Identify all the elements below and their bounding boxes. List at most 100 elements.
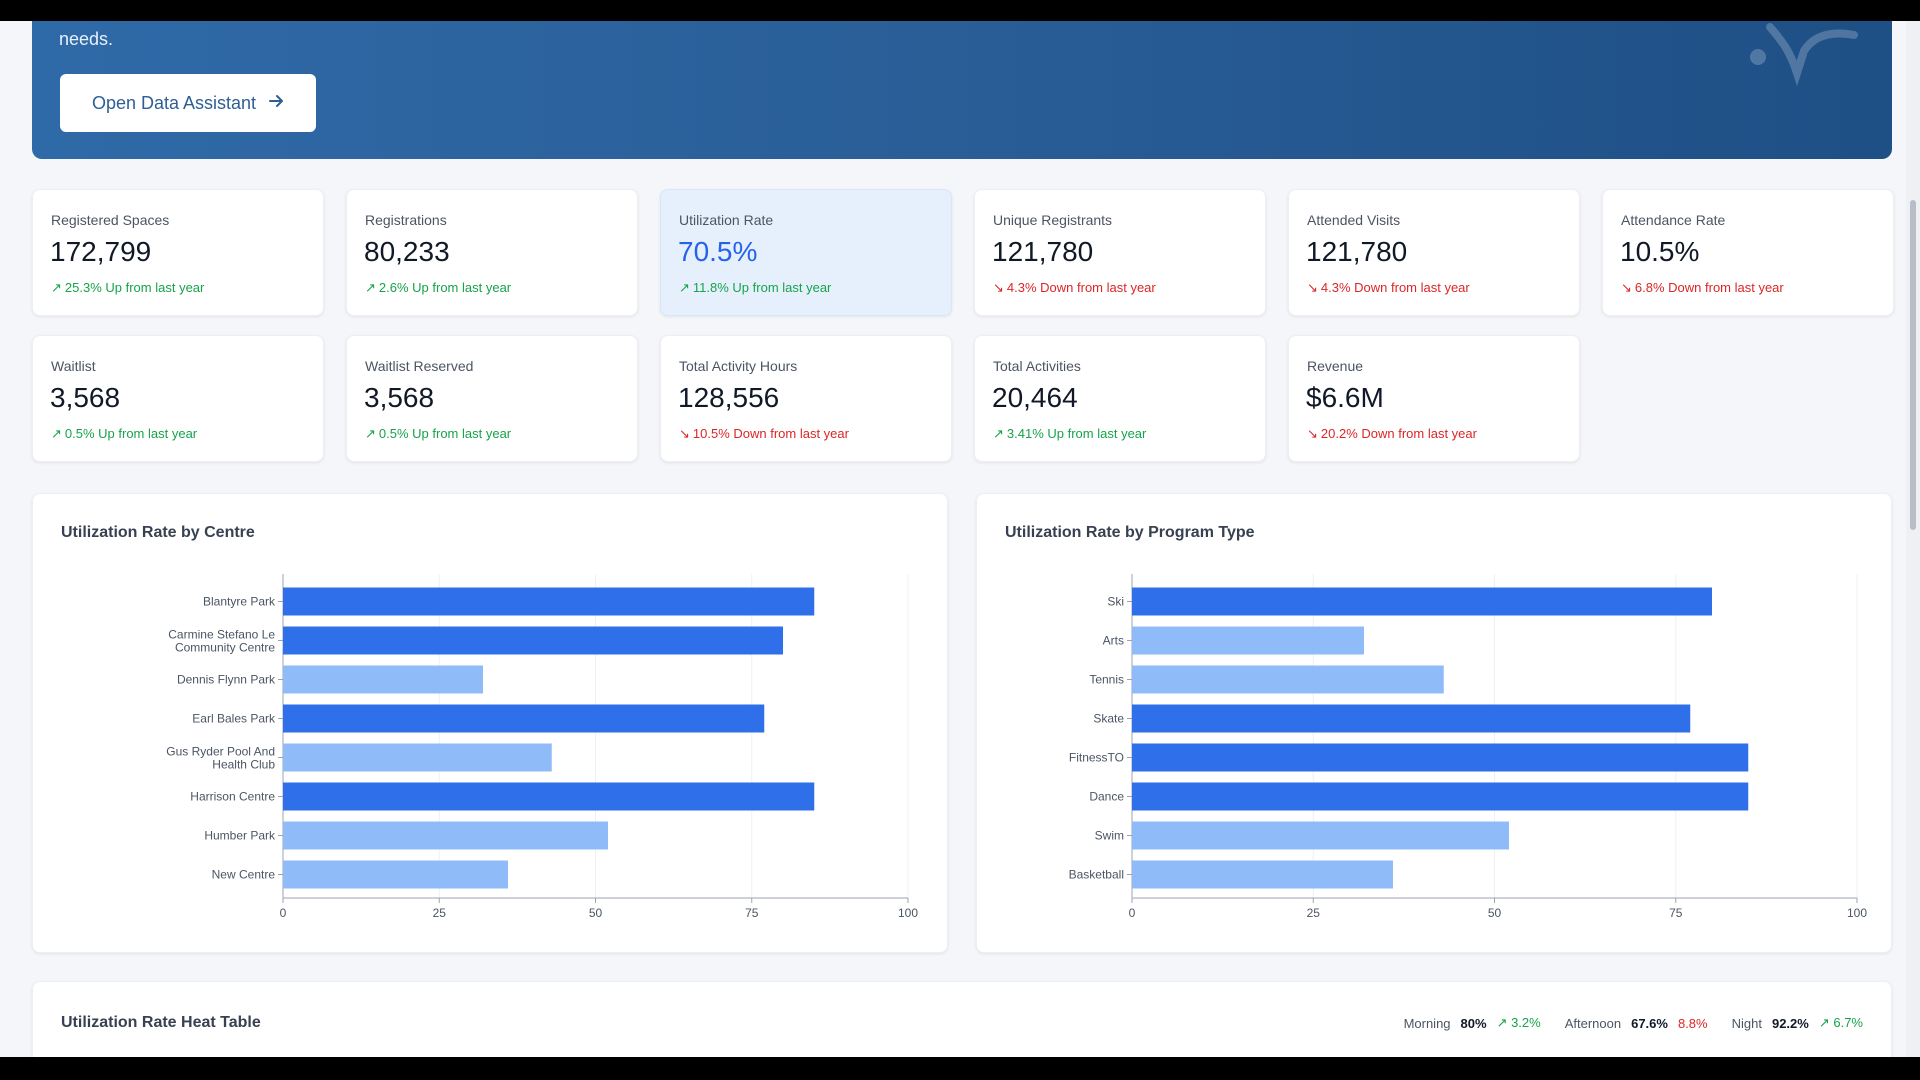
heat-table-card: Utilization Rate Heat Table Morning 80% … (32, 981, 1892, 1057)
kpi-card[interactable]: Attended Visits 121,780 ↘ 4.3% Down from la… (1288, 189, 1580, 316)
category-label: Earl Bales Park (192, 712, 276, 726)
kpi-change: ↗ 0.5% Up from last year (365, 426, 511, 442)
kpi-value: 20,464 (992, 382, 1078, 414)
night-label: Night (1732, 1016, 1762, 1031)
centre-chart-card: Utilization Rate by Centre Blantyre Park… (32, 493, 948, 953)
kpi-change-text: 11.8% Up from last year (693, 280, 831, 295)
kpi-label: Waitlist Reserved (365, 358, 473, 374)
bar (1132, 744, 1748, 772)
trend-down-icon: ↘ (1307, 426, 1318, 441)
night-change: ↗ 6.7% (1819, 1015, 1863, 1031)
category-label: Skate (1093, 712, 1124, 726)
bar (283, 783, 814, 811)
bar (1132, 822, 1509, 850)
hero-text: needs. (59, 29, 113, 50)
bar (1132, 705, 1690, 733)
bar (1132, 783, 1748, 811)
kpi-card[interactable]: Waitlist 3,568 ↗ 0.5% Up from last year (32, 335, 324, 462)
centre-chart-title: Utilization Rate by Centre (61, 524, 255, 542)
category-label: Ski (1107, 595, 1124, 609)
trend-up-icon: ↗ (365, 426, 376, 441)
brand-logo-icon (1742, 21, 1862, 91)
kpi-label: Utilization Rate (679, 212, 773, 228)
kpi-card[interactable]: Attendance Rate 10.5% ↘ 6.8% Down from last… (1602, 189, 1894, 316)
program-chart-card: Utilization Rate by Program Type Ski Arts… (976, 493, 1892, 953)
kpi-value: 70.5% (678, 236, 757, 268)
kpi-change: ↘ 10.5% Down from last year (679, 426, 849, 442)
category-label: New Centre (212, 868, 276, 882)
x-tick-label: 50 (1488, 906, 1502, 920)
centre-utilization-chart: Blantyre Park Carmine Stefano Le Community… (33, 494, 947, 952)
scrollbar-thumb[interactable] (1910, 200, 1916, 530)
category-label: Humber Park (204, 829, 276, 843)
kpi-card[interactable]: Total Activities 20,464 ↗ 3.41% Up from las… (974, 335, 1266, 462)
kpi-change-text: 4.3% Down from last year (1321, 280, 1470, 295)
x-tick-label: 50 (589, 906, 603, 920)
category-label: Blantyre Park (203, 595, 276, 609)
category-label: Dennis Flynn Park (177, 673, 276, 687)
heat-table-legend: Morning 80% ↗ 3.2% Afternoon 67.6% 8.8% … (1390, 1015, 1863, 1031)
morning-label: Morning (1404, 1016, 1451, 1031)
kpi-label: Registrations (365, 212, 447, 228)
kpi-value: 121,780 (992, 236, 1093, 268)
kpi-change-text: 4.3% Down from last year (1007, 280, 1156, 295)
kpi-label: Total Activities (993, 358, 1081, 374)
scrollbar-track[interactable] (1906, 21, 1920, 1057)
trend-up-icon: ↗ (993, 426, 1004, 441)
kpi-change: ↘ 20.2% Down from last year (1307, 426, 1477, 442)
arrow-right-icon (268, 93, 284, 114)
trend-down-icon: ↘ (993, 280, 1004, 295)
trend-up-icon: ↗ (679, 280, 690, 295)
morning-value: 80% (1461, 1016, 1487, 1031)
open-data-assistant-label: Open Data Assistant (92, 93, 256, 114)
open-data-assistant-button[interactable]: Open Data Assistant (60, 74, 316, 132)
trend-up-icon: ↗ (1819, 1015, 1834, 1030)
kpi-change-text: 25.3% Up from last year (65, 280, 204, 295)
morning-change: ↗ 3.2% (1497, 1015, 1541, 1031)
program-chart-title: Utilization Rate by Program Type (1005, 524, 1255, 542)
category-label: FitnessTO (1069, 751, 1124, 765)
kpi-change-text: 20.2% Down from last year (1321, 426, 1477, 441)
kpi-card[interactable]: Unique Registrants 121,780 ↘ 4.3% Down from… (974, 189, 1266, 316)
x-tick-label: 75 (1669, 906, 1683, 920)
bar (283, 666, 483, 694)
kpi-label: Attended Visits (1307, 212, 1400, 228)
bar (1132, 666, 1444, 694)
kpi-change-text: 2.6% Up from last year (379, 280, 511, 295)
bar (283, 861, 508, 889)
kpi-label: Registered Spaces (51, 212, 169, 228)
morning-change-value: 3.2% (1511, 1015, 1541, 1030)
trend-up-icon: ↗ (51, 426, 62, 441)
kpi-label: Unique Registrants (993, 212, 1112, 228)
kpi-card[interactable]: Waitlist Reserved 3,568 ↗ 0.5% Up from last… (346, 335, 638, 462)
kpi-card[interactable]: Total Activity Hours 128,556 ↘ 10.5% Down f… (660, 335, 952, 462)
category-label-line: Carmine Stefano Le (168, 628, 275, 642)
kpi-card[interactable]: Registered Spaces 172,799 ↗ 25.3% Up from l… (32, 189, 324, 316)
kpi-value: 3,568 (364, 382, 434, 414)
bar (283, 627, 783, 655)
x-tick-label: 25 (433, 906, 447, 920)
kpi-card[interactable]: Registrations 80,233 ↗ 2.6% Up from last ye… (346, 189, 638, 316)
bar (283, 588, 814, 616)
kpi-change-text: 3.41% Up from last year (1007, 426, 1146, 441)
bar (283, 705, 764, 733)
trend-down-icon: ↘ (1621, 280, 1632, 295)
kpi-card[interactable]: Revenue $6.6M ↘ 20.2% Down from last year (1288, 335, 1580, 462)
kpi-change-text: 0.5% Up from last year (379, 426, 511, 441)
kpi-card[interactable]: Utilization Rate 70.5% ↗ 11.8% Up from last… (660, 189, 952, 316)
kpi-value: $6.6M (1306, 382, 1384, 414)
kpi-change: ↗ 3.41% Up from last year (993, 426, 1146, 442)
kpi-value: 172,799 (50, 236, 151, 268)
trend-down-icon: ↘ (1307, 280, 1318, 295)
x-tick-label: 25 (1307, 906, 1321, 920)
kpi-value: 121,780 (1306, 236, 1407, 268)
kpi-label: Revenue (1307, 358, 1363, 374)
kpi-value: 128,556 (678, 382, 779, 414)
kpi-value: 10.5% (1620, 236, 1699, 268)
program-utilization-chart: Ski Arts Tennis Skate FitnessTO Dance Swim Bask… (977, 494, 1891, 952)
kpi-label: Waitlist (51, 358, 96, 374)
bar (1132, 861, 1393, 889)
kpi-label: Total Activity Hours (679, 358, 797, 374)
kpi-change: ↘ 4.3% Down from last year (1307, 280, 1470, 296)
kpi-value: 3,568 (50, 382, 120, 414)
